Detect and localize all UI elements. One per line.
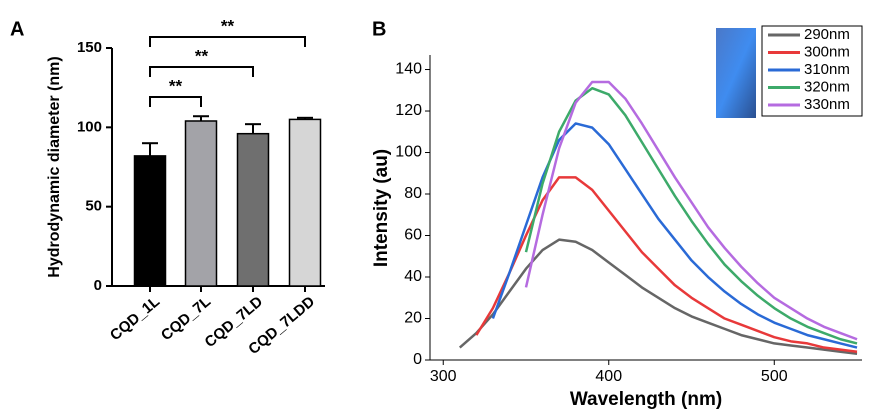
y-tick-label: 100 — [77, 118, 102, 135]
inset-photo — [716, 28, 756, 118]
y-tick-label: 50 — [85, 198, 102, 215]
y-tick-label: 80 — [404, 185, 422, 202]
series-line — [475, 176, 858, 353]
series-line — [524, 80, 858, 341]
y-tick-label: 120 — [395, 102, 422, 119]
y-tick-label: 60 — [404, 227, 422, 244]
significance-label: ** — [169, 76, 183, 95]
significance-bracket — [149, 96, 202, 107]
x-tick-label: 500 — [761, 368, 788, 385]
x-axis-title: Wavelength (nm) — [570, 389, 722, 410]
x-tick-label: 400 — [595, 368, 622, 385]
panel-label: B — [372, 18, 386, 40]
y-tick-label: 0 — [94, 277, 102, 294]
bar — [236, 132, 270, 287]
bar — [184, 120, 218, 287]
y-tick-label: 20 — [404, 310, 422, 327]
significance-label: ** — [221, 16, 235, 35]
bar — [133, 155, 167, 287]
y-tick-label: 140 — [395, 61, 422, 78]
significance-bracket — [149, 36, 306, 47]
significance-label: ** — [195, 46, 209, 65]
legend-label: 290nm — [804, 26, 850, 43]
y-tick-label: 0 — [413, 351, 422, 368]
y-tick-label: 40 — [404, 268, 422, 285]
y-tick-label: 150 — [77, 39, 102, 56]
x-tick-label: CQD_1L — [107, 293, 163, 344]
legend-label: 310nm — [804, 61, 850, 78]
x-tick-label: 300 — [430, 368, 457, 385]
series-line — [524, 86, 858, 345]
y-axis-title: Hydrodynamic diameter (nm) — [46, 56, 63, 277]
y-axis-title: Intensity (au) — [371, 149, 392, 267]
bar — [288, 118, 322, 287]
significance-bracket — [149, 66, 254, 77]
panel-label: A — [10, 18, 24, 40]
y-tick-label: 100 — [395, 144, 422, 161]
legend-label: 320nm — [804, 78, 850, 95]
legend-label: 330nm — [804, 96, 850, 113]
legend-label: 300nm — [804, 43, 850, 60]
series-line — [458, 238, 858, 356]
